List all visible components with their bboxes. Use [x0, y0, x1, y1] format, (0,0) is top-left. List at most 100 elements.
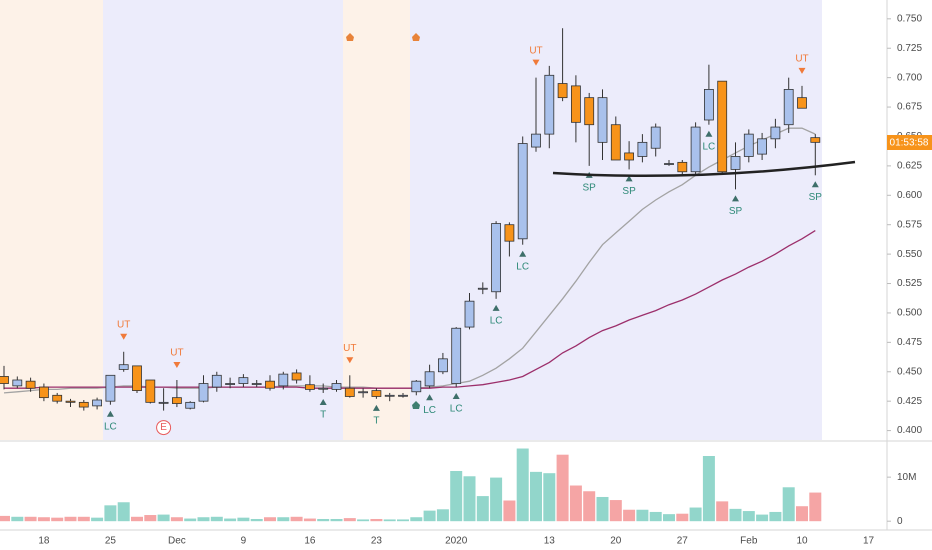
- volume-bar: [330, 518, 343, 522]
- candle-body: [251, 383, 262, 385]
- candle-body: [398, 394, 408, 397]
- volume-bar: [157, 514, 170, 522]
- candle-body: [783, 89, 794, 126]
- volume-bar: [224, 518, 237, 522]
- candle-body: [571, 85, 581, 123]
- candle-body: [304, 384, 315, 390]
- candle-body: [504, 224, 515, 242]
- volume-bar: [503, 500, 516, 522]
- signal-label: T: [373, 415, 379, 426]
- y-tick-label: 0.575: [897, 219, 922, 230]
- x-tick-label: 17: [863, 536, 875, 547]
- signal-label: SP: [809, 192, 823, 203]
- candle-body: [371, 390, 382, 397]
- volume-bar: [436, 509, 449, 522]
- volume-bar: [77, 516, 90, 522]
- candle-body: [39, 386, 49, 399]
- candle-body: [145, 379, 156, 403]
- candle-body: [610, 124, 621, 161]
- candle-body: [451, 327, 462, 384]
- candle-body: [677, 161, 688, 173]
- event-label: E: [160, 422, 167, 433]
- candle-body: [584, 97, 595, 126]
- volume-bar: [264, 517, 276, 522]
- candle-body: [211, 374, 222, 388]
- volume-bar: [51, 517, 64, 522]
- volume-bar: [277, 517, 290, 522]
- session-bg: [0, 0, 103, 440]
- candle-body: [704, 89, 714, 121]
- volume-bar: [742, 511, 755, 522]
- signal-marker: [120, 333, 128, 340]
- x-tick-label: 27: [677, 536, 689, 547]
- candle-body: [25, 380, 36, 389]
- candle-body: [12, 379, 23, 387]
- volume-bar: [131, 516, 143, 522]
- signal-label: SP: [583, 183, 597, 194]
- candle-body: [810, 137, 821, 143]
- signal-marker: [532, 59, 540, 66]
- volume-bar: [809, 492, 822, 522]
- signal-label: UT: [529, 45, 542, 56]
- volume-bar: [583, 491, 596, 522]
- x-tick-label: 20: [610, 536, 622, 547]
- candle-body: [331, 383, 342, 390]
- volume-bar: [609, 500, 622, 522]
- volume-bar: [237, 517, 250, 522]
- x-tick-label: 18: [38, 536, 50, 547]
- volume-bar: [91, 517, 104, 522]
- x-tick-label: Feb: [740, 536, 758, 547]
- signal-marker: [492, 304, 500, 311]
- candle-body: [384, 394, 395, 397]
- signal-marker: [106, 410, 114, 417]
- y-tick-label: 0.675: [897, 102, 922, 113]
- volume-bar: [210, 516, 223, 522]
- volume-bar: [782, 487, 795, 522]
- candle-body: [477, 287, 488, 290]
- y-tick-label: 0.750: [897, 13, 922, 24]
- pentagon-icon: [412, 33, 420, 41]
- volume-bar: [104, 505, 117, 522]
- volume-tick-label: 0: [897, 516, 903, 527]
- candle-body: [544, 74, 555, 135]
- candle-body: [238, 377, 249, 384]
- trendline: [552, 160, 856, 178]
- signal-label: SP: [729, 206, 743, 217]
- volume-bar: [423, 510, 436, 522]
- candle-body: [198, 383, 209, 402]
- volume-bar: [184, 518, 197, 522]
- x-tick-label: 9: [241, 536, 247, 547]
- volume-bar: [357, 519, 370, 522]
- volume-bar: [117, 502, 130, 522]
- signal-marker: [173, 362, 181, 368]
- candle-body: [185, 401, 196, 409]
- volume-bar: [702, 456, 715, 522]
- volume-bar: [0, 515, 10, 522]
- session-bg: [343, 0, 410, 440]
- signal-marker: [319, 398, 327, 405]
- signal-marker: [372, 404, 380, 411]
- volume-bar: [729, 508, 742, 522]
- signal-label: LC: [423, 405, 436, 416]
- signal-marker: [798, 67, 806, 74]
- volume-bar: [556, 454, 569, 522]
- volume-bar: [37, 517, 50, 522]
- candle-body: [637, 141, 648, 157]
- candle-body: [597, 97, 608, 143]
- volume-bar: [290, 516, 303, 522]
- volume-bar: [769, 511, 782, 522]
- candle-body: [132, 365, 142, 391]
- y-tick-label: 0.500: [897, 308, 922, 319]
- x-tick-label: 13: [544, 536, 556, 547]
- signal-label: UT: [343, 343, 356, 354]
- session-bg: [103, 0, 343, 440]
- volume-bar: [24, 516, 37, 522]
- candle-body: [743, 133, 754, 157]
- volume-bar: [676, 513, 689, 522]
- volume-bar: [343, 518, 356, 522]
- volume-bar: [623, 509, 636, 522]
- y-tick-label: 0.400: [897, 425, 922, 436]
- volume-bar: [756, 514, 769, 522]
- x-tick-label: 25: [105, 536, 117, 547]
